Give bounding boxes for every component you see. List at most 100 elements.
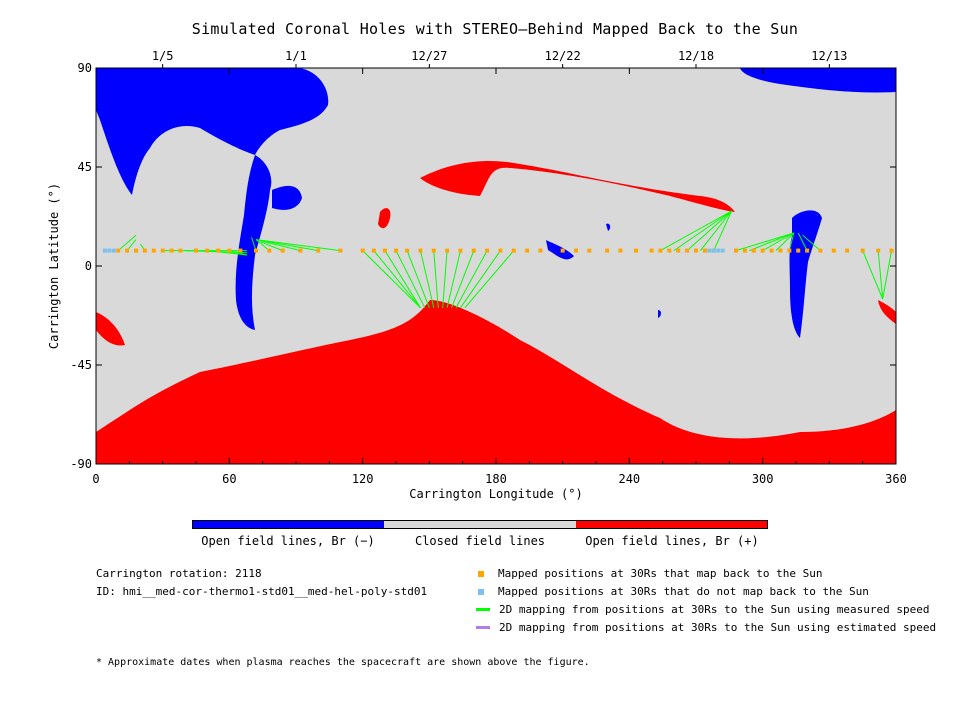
- mapped-point: [280, 248, 285, 253]
- mapped-point: [787, 248, 792, 253]
- mapped-point: [778, 248, 783, 253]
- mapped-point: [316, 248, 321, 253]
- unmapped-point: [707, 248, 712, 253]
- mapping-line: [713, 210, 733, 251]
- mapped-point: [134, 248, 138, 253]
- date-tick-label: 12/18: [678, 49, 714, 63]
- x-tick-label: 240: [618, 472, 640, 486]
- mapping-line: [255, 239, 341, 252]
- legend-marker-lightblue: [478, 588, 484, 595]
- legend-label-measured: 2D mapping from positions at 30Rs to the…: [499, 603, 930, 616]
- unmapped-point: [720, 248, 725, 253]
- mapping-line: [207, 250, 248, 256]
- unmapped-point: [711, 248, 716, 253]
- carrington-rotation: Carrington rotation: 2118: [96, 567, 262, 580]
- x-tick-label: 360: [885, 472, 907, 486]
- mapped-point: [751, 248, 756, 253]
- mapped-point: [769, 248, 774, 253]
- mapped-point: [431, 248, 436, 253]
- east-negative-hole: [789, 210, 822, 338]
- legend-marker-orange: [478, 570, 484, 577]
- small-positive-blob: [378, 208, 391, 229]
- mapped-point: [694, 248, 698, 253]
- x-tick-label: 180: [485, 472, 507, 486]
- date-tick-label: 12/13: [811, 49, 847, 63]
- mapped-point: [405, 248, 410, 253]
- legend-item-unmapped: Mapped positions at 30Rs that do not map…: [478, 585, 869, 598]
- mapped-point: [676, 248, 681, 253]
- mapping-line: [451, 250, 475, 308]
- date-tick-label: 1/1: [285, 49, 307, 63]
- mapped-point: [818, 248, 823, 253]
- mapping-line: [749, 232, 794, 252]
- mapped-point: [458, 248, 463, 253]
- mapped-point: [845, 248, 850, 253]
- x-tick-label: 120: [352, 472, 374, 486]
- mapped-point: [574, 248, 578, 253]
- mapping-line: [788, 232, 795, 251]
- legend-label-unmapped: Mapped positions at 30Rs that do not map…: [498, 585, 869, 598]
- mapping-line: [255, 239, 301, 252]
- mapping-line: [251, 237, 257, 251]
- mapped-point: [125, 248, 130, 253]
- mapped-point: [418, 248, 423, 253]
- mapped-point: [254, 248, 258, 253]
- mapping-line: [862, 250, 884, 300]
- legend-line-purple: [476, 626, 490, 629]
- mapped-point: [511, 248, 516, 253]
- unmapped-point: [111, 248, 116, 253]
- x-axis-label: Carrington Longitude (°): [409, 487, 582, 501]
- y-tick-label: 90: [78, 61, 92, 75]
- mapped-point: [485, 248, 490, 253]
- mapped-point: [538, 248, 543, 253]
- colorbar-label-positive: Open field lines, Br (+): [585, 534, 759, 548]
- mapping-line: [395, 250, 426, 309]
- mapped-point: [227, 248, 232, 253]
- date-tick-label: 12/27: [411, 49, 447, 63]
- x-tick-label: 300: [752, 472, 774, 486]
- axes: 0 60 120 180 240 300 360 -90 -45 0 45 90 1/5 1/1 12/27…: [70, 49, 907, 486]
- colorbar-positive: [575, 521, 767, 528]
- mapped-point: [298, 248, 303, 253]
- mapping-line: [433, 250, 439, 308]
- mapping-line: [673, 210, 732, 252]
- mapped-point: [796, 248, 801, 253]
- mapping-line: [260, 241, 283, 252]
- central-negative-blob: [546, 240, 574, 260]
- mapping-line: [797, 232, 808, 251]
- unmapped-point: [107, 248, 112, 253]
- legend-item-measured: 2D mapping from positions at 30Rs to the…: [476, 603, 930, 616]
- mapping-line: [464, 250, 515, 309]
- mapped-point: [142, 248, 147, 253]
- mapped-point: [560, 248, 565, 253]
- mapped-point: [876, 248, 881, 253]
- mapped-point: [238, 248, 243, 253]
- y-axis-label: Carrington Latitude (°): [47, 183, 61, 349]
- date-tick-label: 12/22: [545, 49, 581, 63]
- legend-line-green: [476, 608, 490, 611]
- mapped-point: [525, 248, 530, 253]
- mapped-point: [734, 248, 738, 253]
- mapped-point: [216, 248, 221, 253]
- mapped-point: [860, 248, 865, 253]
- y-tick-label: 45: [78, 160, 92, 174]
- mapping-line: [373, 250, 421, 309]
- legend-label-estimated: 2D mapping from positions at 30Rs to the…: [499, 621, 937, 634]
- mapped-point: [605, 248, 610, 253]
- footnote: * Approximate dates when plasma reaches …: [96, 657, 590, 668]
- mapping-line: [117, 234, 137, 251]
- model-id: ID: hmi__med-cor-thermo1-std01__med-hel-…: [96, 585, 428, 598]
- mapping-line: [775, 232, 795, 251]
- mapped-point: [338, 248, 343, 253]
- x-tick-label: 0: [92, 472, 99, 486]
- mapping-line: [686, 210, 732, 251]
- mapped-point: [685, 248, 690, 253]
- mapped-point: [382, 248, 387, 253]
- mapped-points: [102, 248, 894, 253]
- mapped-point: [360, 248, 365, 253]
- small-negative-dot: [606, 223, 611, 231]
- mapped-point: [498, 248, 503, 253]
- mapped-point: [760, 248, 765, 253]
- colorbar-closed: [384, 521, 576, 528]
